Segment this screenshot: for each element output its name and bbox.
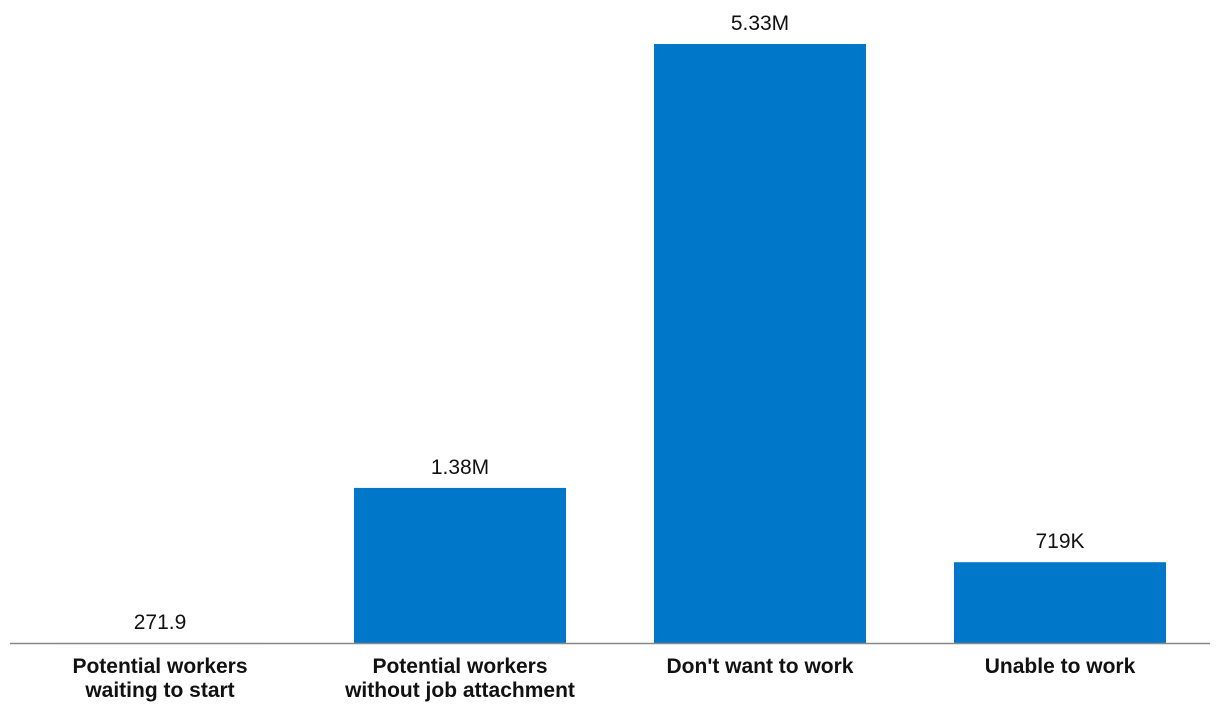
bars-layer bbox=[54, 44, 1166, 643]
category-label-3-line-0: Unable to work bbox=[985, 655, 1136, 678]
category-label-1-line-0: Potential workers bbox=[372, 655, 547, 678]
bar-3 bbox=[954, 562, 1166, 643]
bar-2 bbox=[654, 44, 866, 643]
category-label-3: Unable to work bbox=[985, 655, 1136, 678]
category-label-1-line-1: without job attachment bbox=[344, 679, 575, 702]
value-labels-layer: 271.9 1.38M 5.33M 719K bbox=[134, 12, 1085, 634]
category-label-1: Potential workers without job attachment bbox=[344, 655, 575, 702]
bar-1 bbox=[354, 487, 566, 643]
data-label-1: 1.38M bbox=[431, 456, 489, 479]
category-label-2-line-0: Don't want to work bbox=[667, 655, 854, 678]
data-label-0: 271.9 bbox=[134, 611, 187, 634]
category-label-0: Potential workers waiting to start bbox=[72, 655, 247, 702]
data-label-3: 719K bbox=[1035, 530, 1084, 553]
category-label-2: Don't want to work bbox=[667, 655, 854, 678]
data-label-2: 5.33M bbox=[731, 12, 789, 35]
category-label-0-line-0: Potential workers bbox=[72, 655, 247, 678]
category-labels-layer: Potential workers waiting to startPotenti… bbox=[72, 655, 1135, 702]
category-label-0-line-1: waiting to start bbox=[84, 679, 234, 702]
